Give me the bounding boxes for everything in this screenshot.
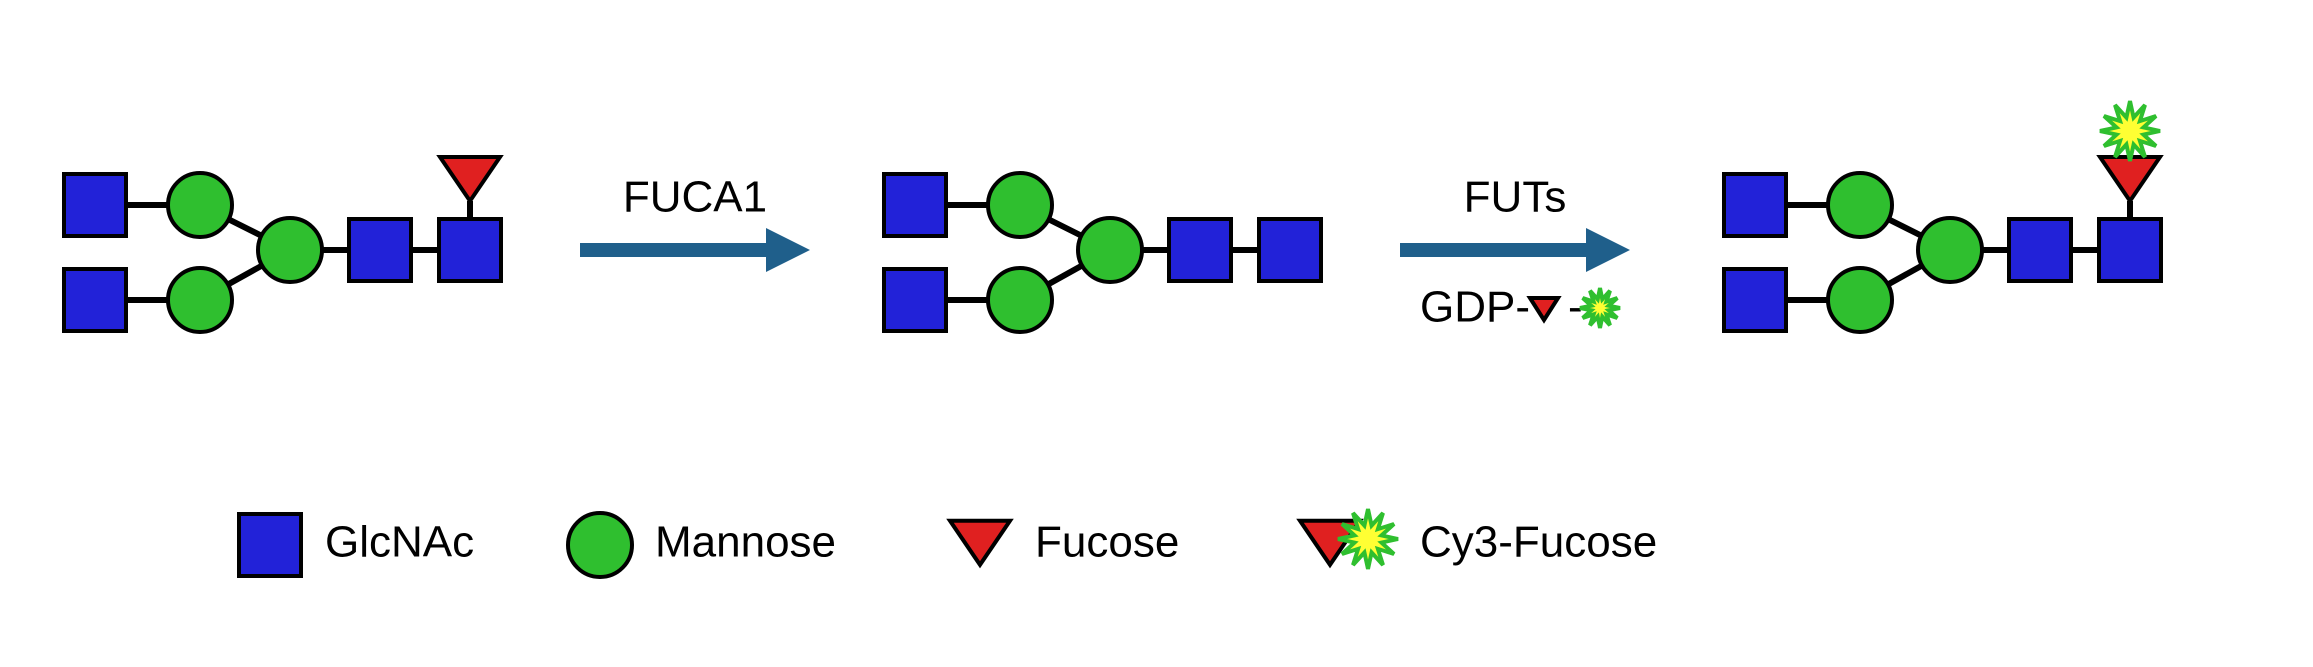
- fucose: [440, 157, 500, 201]
- glcnac: [1724, 174, 1786, 236]
- cy3-star-icon: [1338, 509, 1398, 569]
- glcnac: [884, 269, 946, 331]
- legend-item-cy3fucose: Cy3-Fucose: [1300, 509, 1657, 569]
- label-futs: FUTs: [1464, 173, 1567, 222]
- mannose: [1828, 268, 1892, 332]
- legend-item-glcnac: GlcNAc: [239, 514, 474, 576]
- fucose: [2100, 157, 2160, 201]
- fucose-small-icon: [1530, 298, 1558, 320]
- glycan-g3: [1724, 101, 2161, 332]
- mannose-icon: [568, 513, 632, 577]
- mannose: [1828, 173, 1892, 237]
- gdp-fucose-cy3-label: GDP--: [1420, 283, 1620, 332]
- legend: GlcNAc Mannose Fucose Cy3-Fucose: [239, 509, 1657, 577]
- mannose: [988, 268, 1052, 332]
- legend-label: Mannose: [655, 518, 836, 567]
- legend-item-fucose: Fucose: [950, 518, 1179, 567]
- glcnac: [1259, 219, 1321, 281]
- label-fuca1: FUCA1: [623, 173, 767, 222]
- glcnac: [2099, 219, 2161, 281]
- fucose-icon: [950, 521, 1010, 565]
- glcnac: [439, 219, 501, 281]
- glcnac: [64, 269, 126, 331]
- mannose: [258, 218, 322, 282]
- label-gdp: GDP-: [1420, 283, 1530, 332]
- legend-label: Fucose: [1035, 518, 1179, 567]
- mannose: [988, 173, 1052, 237]
- mannose: [168, 268, 232, 332]
- mannose: [168, 173, 232, 237]
- cy3-star-icon: [2100, 101, 2160, 161]
- glycan-g2: [884, 173, 1321, 332]
- glycan-g1: [64, 157, 501, 332]
- glcnac: [1169, 219, 1231, 281]
- legend-item-mannose: Mannose: [568, 513, 836, 577]
- legend-label: GlcNAc: [325, 518, 474, 567]
- glcnac: [2009, 219, 2071, 281]
- glcnac-icon: [239, 514, 301, 576]
- glcnac: [64, 174, 126, 236]
- glcnac: [884, 174, 946, 236]
- legend-label: Cy3-Fucose: [1420, 518, 1657, 567]
- glcnac: [1724, 269, 1786, 331]
- mannose: [1078, 218, 1142, 282]
- cy3-star-small-icon: [1580, 288, 1620, 328]
- mannose: [1918, 218, 1982, 282]
- arrow-futs: [1400, 228, 1630, 272]
- arrow-fuca1: [580, 228, 810, 272]
- glcnac: [349, 219, 411, 281]
